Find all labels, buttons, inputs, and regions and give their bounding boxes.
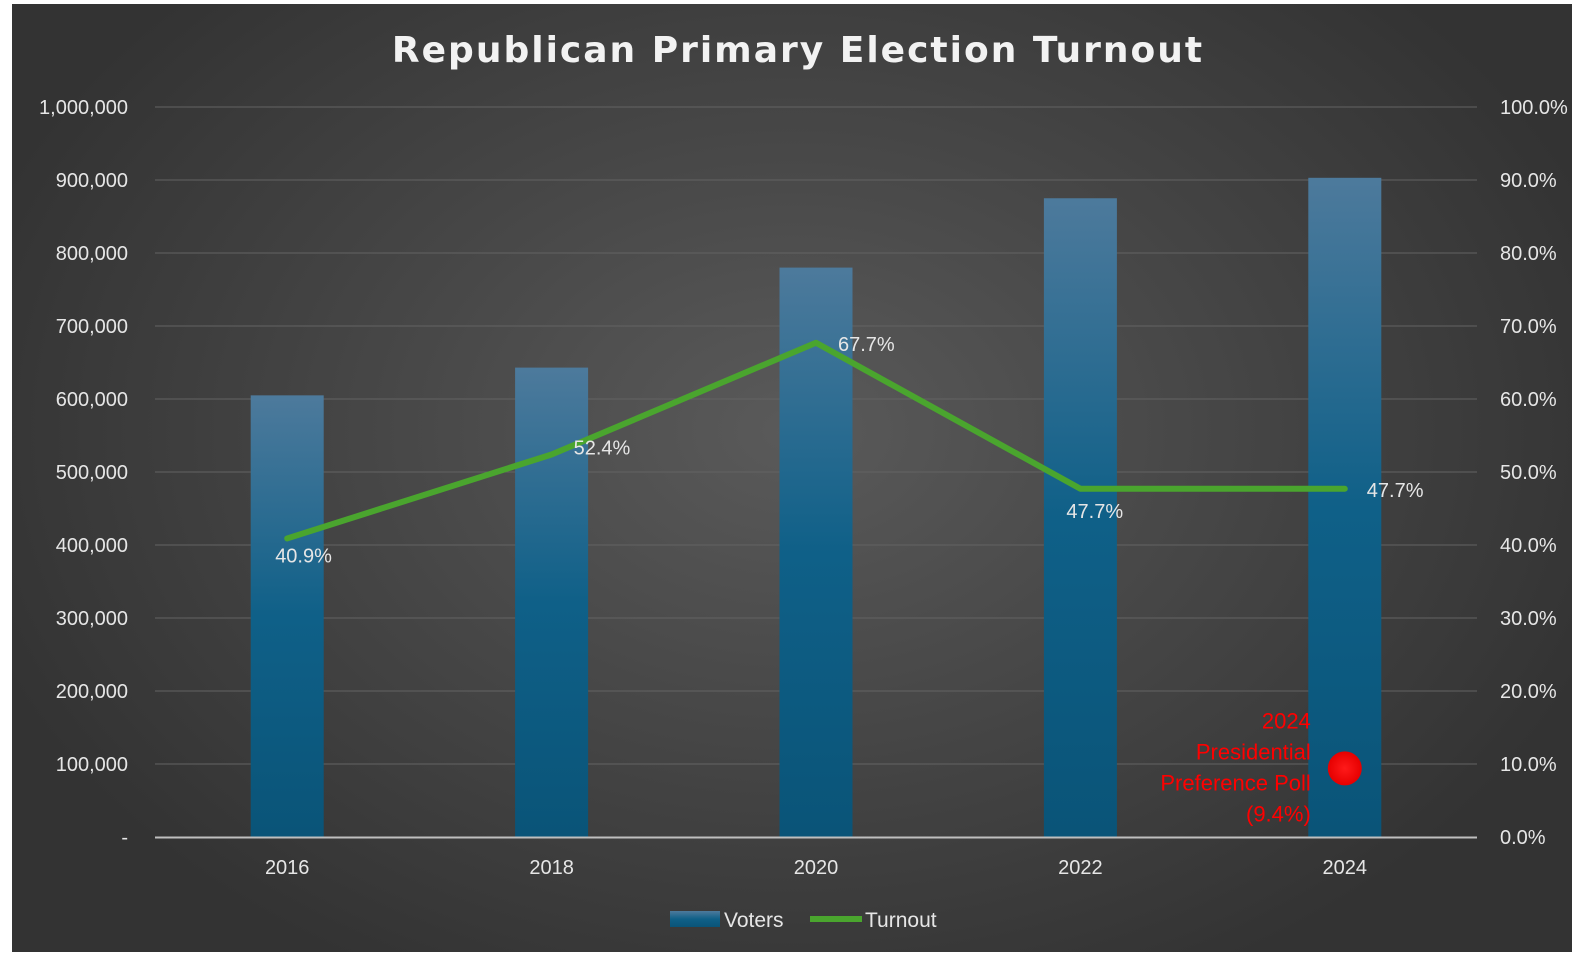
turnout-data-labels: 40.9% 52.4% 67.7% 47.7% 47.7% [275, 334, 1424, 568]
bar-voters-2024 [1308, 177, 1382, 837]
right-tick-label: 70.0% [1500, 316, 1557, 338]
left-tick-label: - [121, 827, 128, 849]
turnout-data-label-2020: 67.7% [838, 334, 895, 356]
chart-svg: Republican Primary Election Turnout - 100… [39, 30, 1568, 932]
turnout-data-label-2022: 47.7% [1066, 501, 1123, 523]
legend-swatch-voters [670, 911, 720, 927]
right-tick-label: 50.0% [1500, 462, 1557, 484]
turnout-line [284, 339, 1348, 542]
x-axis-ticks: 2016 2018 2020 2022 2024 [265, 857, 1367, 879]
annotation: 2024 Presidential Preference Poll (9.4%) [1160, 708, 1362, 826]
right-tick-label: 30.0% [1500, 608, 1557, 630]
x-tick-label: 2020 [794, 857, 839, 879]
annotation-text-line: Preference Poll [1160, 770, 1310, 795]
right-tick-label: 20.0% [1500, 681, 1557, 703]
x-tick-label: 2024 [1323, 857, 1368, 879]
bar-voters-2020 [779, 267, 853, 838]
legend-label-turnout: Turnout [865, 909, 937, 932]
x-tick-label: 2022 [1058, 857, 1103, 879]
turnout-data-label-2016: 40.9% [275, 545, 332, 567]
turnout-line-group [284, 339, 1348, 542]
annotation-text-line: Presidential [1196, 739, 1311, 764]
right-tick-label: 100.0% [1500, 97, 1568, 119]
left-tick-label: 400,000 [56, 535, 128, 557]
annotation-dot [1327, 751, 1362, 786]
legend: Voters Turnout [670, 909, 937, 932]
right-tick-label: 40.0% [1500, 535, 1557, 557]
x-tick-label: 2018 [529, 857, 574, 879]
bar-voters-2022 [1043, 198, 1117, 837]
left-tick-label: 800,000 [56, 243, 128, 265]
chart-area: Republican Primary Election Turnout - 100… [12, 4, 1572, 952]
right-tick-label: 90.0% [1500, 170, 1557, 192]
left-tick-label: 200,000 [56, 681, 128, 703]
left-tick-label: 600,000 [56, 389, 128, 411]
left-tick-label: 700,000 [56, 316, 128, 338]
right-tick-label: 80.0% [1500, 243, 1557, 265]
turnout-data-label-2018: 52.4% [574, 437, 631, 459]
chart-title: Republican Primary Election Turnout [392, 30, 1204, 71]
annotation-text-line: 2024 [1262, 708, 1311, 733]
left-tick-label: 900,000 [56, 170, 128, 192]
left-tick-label: 100,000 [56, 754, 128, 776]
left-tick-label: 500,000 [56, 462, 128, 484]
x-tick-label: 2016 [265, 857, 310, 879]
right-axis-ticks: 0.0% 10.0% 20.0% 30.0% 40.0% 50.0% 60.0% 70.0% 8… [1500, 97, 1568, 849]
right-tick-label: 10.0% [1500, 754, 1557, 776]
right-tick-label: 60.0% [1500, 389, 1557, 411]
bar-voters-2016 [250, 395, 324, 837]
right-tick-label: 0.0% [1500, 827, 1546, 849]
left-tick-label: 300,000 [56, 608, 128, 630]
legend-label-voters: Voters [724, 909, 784, 932]
left-tick-label: 1,000,000 [39, 97, 128, 119]
turnout-data-label-2024: 47.7% [1367, 480, 1424, 502]
bars [250, 177, 1382, 838]
annotation-text-line: (9.4%) [1246, 801, 1311, 826]
left-axis-ticks: - 100,000 200,000 300,000 400,000 500,000 600,… [39, 97, 128, 849]
